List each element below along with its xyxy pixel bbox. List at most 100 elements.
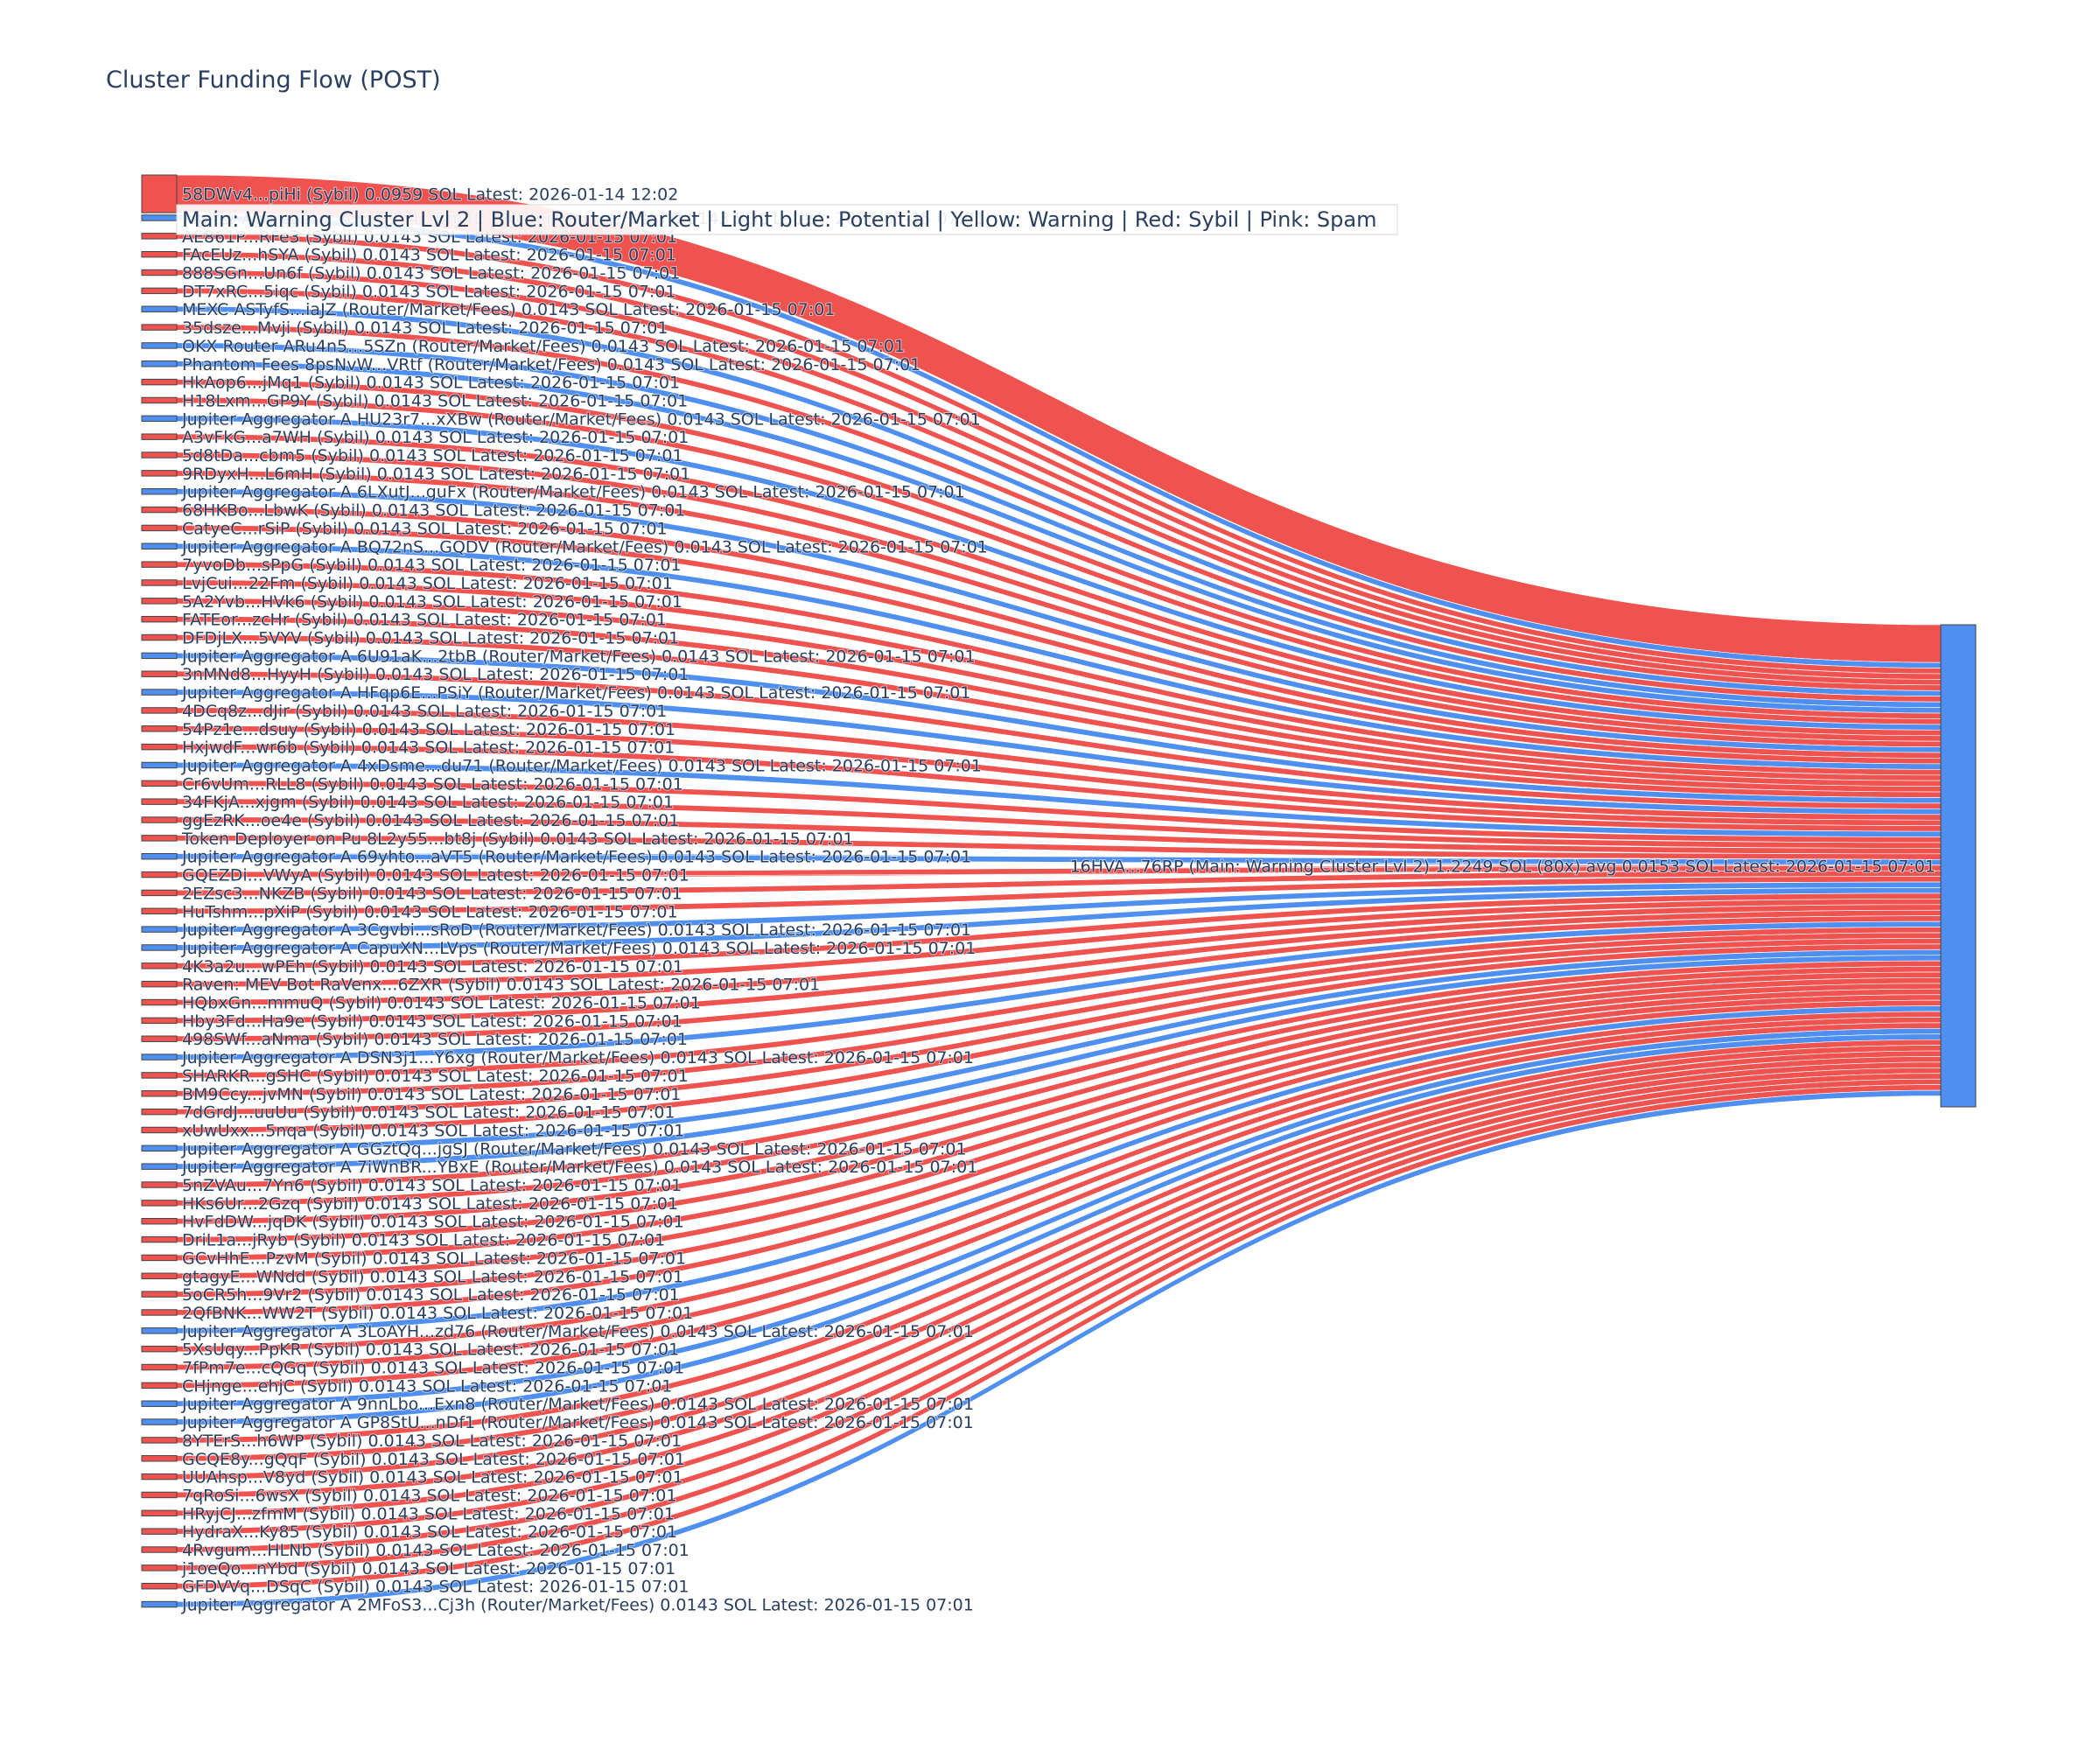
sankey-nodes [141,174,1977,1608]
source-node[interactable] [141,761,178,769]
source-node[interactable] [141,1017,178,1025]
source-node[interactable] [141,1072,178,1079]
source-node-label: FATEor...zcHr (Sybil) 0.0143 SOL Latest:… [182,611,667,630]
source-node[interactable] [141,1054,178,1060]
source-node[interactable] [141,871,178,878]
source-node[interactable] [141,707,178,714]
source-node[interactable] [141,1345,178,1353]
source-node-label: 68HKBo...LbwK (Sybil) 0.0143 SOL Latest:… [182,501,685,521]
source-node[interactable] [141,1564,178,1572]
source-node[interactable] [141,1218,178,1225]
source-node[interactable] [141,174,178,214]
source-node[interactable] [141,561,178,568]
source-node-label: GQEZDi...VWyA (Sybil) 0.0143 SOL Latest:… [182,866,690,886]
source-node[interactable] [141,1126,178,1134]
source-node[interactable] [141,743,178,751]
source-node[interactable] [141,634,178,641]
source-node[interactable] [141,1455,178,1462]
source-node[interactable] [141,378,178,386]
source-node[interactable] [141,579,178,586]
source-node-label: 2QfBNK...WW2T (Sybil) 0.0143 SOL Latest:… [182,1304,693,1323]
source-node[interactable] [141,1600,178,1608]
source-node[interactable] [141,1291,178,1298]
source-node[interactable] [141,835,178,842]
source-node[interactable] [141,1035,178,1042]
source-node[interactable] [141,506,178,514]
source-node[interactable] [141,1254,178,1262]
source-node-label: 5A2Yvb...HVk6 (Sybil) 0.0143 SOL Latest:… [182,592,682,612]
source-node[interactable] [141,287,178,295]
source-node[interactable] [141,1181,178,1188]
source-node-label: DriL1a...jRyb (Sybil) 0.0143 SOL Latest:… [182,1231,665,1250]
source-node-label: SHARKR...gSHC (Sybil) 0.0143 SOL Latest:… [182,1067,689,1086]
source-node[interactable] [141,524,178,532]
source-node-label: gtagyE...WNdd (Sybil) 0.0143 SOL Latest:… [182,1267,683,1286]
source-node[interactable] [141,689,178,696]
source-node[interactable] [141,342,178,349]
source-node-label: Hby3Fd...Ha9e (Sybil) 0.0143 SOL Latest:… [182,1012,682,1031]
source-node[interactable] [141,1583,178,1590]
source-node[interactable] [141,1090,178,1097]
source-node-label: Jupiter Aggregator A 7iWnBR...YBxE (Rout… [181,1158,977,1177]
source-node[interactable] [141,889,178,897]
source-node[interactable] [141,816,178,823]
source-node[interactable] [141,1382,178,1390]
source-node-label: CatyeC...rSiP (Sybil) 0.0143 SOL Latest:… [182,519,668,538]
source-node[interactable] [141,1400,178,1407]
source-node[interactable] [141,1528,178,1535]
source-node-label: Token Deployer on Pu 8L2y55...bt8j (Sybi… [181,830,854,849]
source-node[interactable] [141,780,178,788]
source-node-label: Jupiter Aggregator A 6LXutJ...guFx (Rout… [181,483,965,502]
source-node[interactable] [141,1491,178,1499]
source-node[interactable] [141,1272,178,1279]
source-node[interactable] [141,1418,178,1425]
source-node[interactable] [141,725,178,732]
source-node[interactable] [141,214,178,221]
source-node[interactable] [141,962,178,970]
source-node[interactable] [141,415,178,423]
source-node[interactable] [141,250,178,258]
source-node[interactable] [141,798,178,805]
source-node[interactable] [141,470,178,477]
source-node[interactable] [141,233,178,240]
source-node[interactable] [141,670,178,677]
source-node[interactable] [141,269,178,276]
source-node[interactable] [141,926,178,933]
source-node-label: xUwUxx...5nqa (Sybil) 0.0143 SOL Latest:… [182,1121,684,1140]
source-node[interactable] [141,1200,178,1207]
source-node-label: 4DCq8z...dJir (Sybil) 0.0143 SOL Latest:… [182,702,667,721]
source-node[interactable] [141,1473,178,1480]
source-node[interactable] [141,360,178,368]
source-node[interactable] [141,615,178,623]
source-node[interactable] [141,998,178,1006]
target-node[interactable] [1940,624,1977,1108]
source-node[interactable] [141,1163,178,1170]
source-node[interactable] [141,1309,178,1316]
source-node[interactable] [141,433,178,440]
source-node[interactable] [141,980,178,988]
source-node-label: Cr6vUm...RLL8 (Sybil) 0.0143 SOL Latest:… [182,774,683,794]
source-node[interactable] [141,652,178,660]
source-node[interactable] [141,305,178,312]
source-node[interactable] [141,542,178,550]
source-node[interactable] [141,1327,178,1334]
source-node[interactable] [141,944,178,951]
source-node[interactable] [141,1437,178,1444]
source-node[interactable] [141,907,178,914]
source-node-label: 7dGrdJ...uuUu (Sybil) 0.0143 SOL Latest:… [182,1103,676,1123]
source-node[interactable] [141,324,178,331]
source-node[interactable] [141,396,178,404]
source-node[interactable] [141,598,178,605]
source-node[interactable] [141,1363,178,1371]
source-node[interactable] [141,488,178,495]
source-node[interactable] [141,1509,178,1517]
source-node[interactable] [141,1546,178,1553]
source-node-label: 3nMNd8...HyyH (Sybil) 0.0143 SOL Latest:… [182,665,689,684]
source-node[interactable] [141,853,178,860]
source-node[interactable] [141,1144,178,1152]
source-node-label: Jupiter Aggregator A HU23r7...xXBw (Rout… [181,410,981,429]
source-node[interactable] [141,1236,178,1243]
source-node[interactable] [141,1108,178,1116]
source-node[interactable] [141,452,178,458]
